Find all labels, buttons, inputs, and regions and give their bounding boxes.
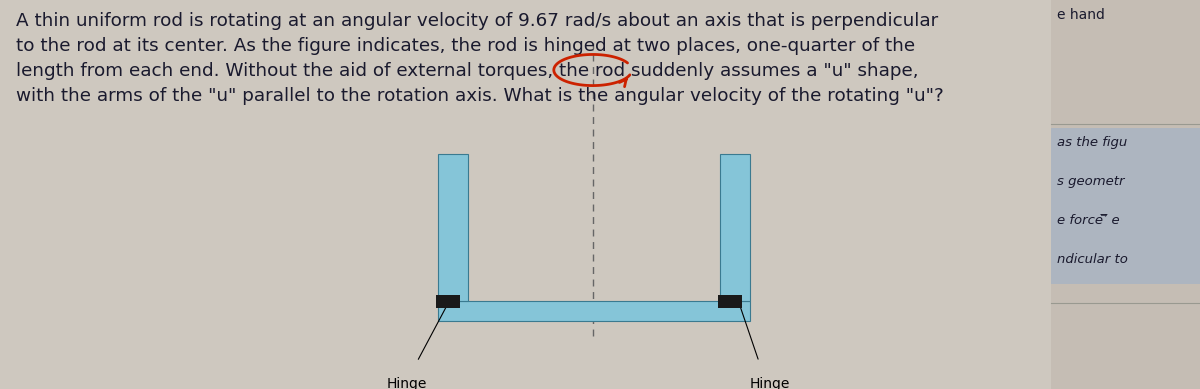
Text: Hinge: Hinge [749, 377, 790, 389]
Text: ndicular to: ndicular to [1057, 253, 1128, 266]
Bar [438, 154, 468, 301]
Text: s geometr: s geometr [1057, 175, 1124, 188]
Bar [1051, 0, 1200, 389]
Text: e force ̅⃗ e: e force ̅⃗ e [1057, 214, 1120, 227]
Bar [720, 154, 750, 301]
Text: A thin uniform rod is rotating at an angular velocity of 9.67 rad/s about an axi: A thin uniform rod is rotating at an ang… [16, 12, 943, 105]
Bar [718, 295, 742, 308]
Text: as the figu: as the figu [1057, 136, 1128, 149]
Text: Hinge: Hinge [386, 377, 427, 389]
Bar [1051, 128, 1200, 284]
Bar [436, 295, 460, 308]
Bar [438, 301, 750, 321]
Text: e hand: e hand [1057, 8, 1105, 22]
